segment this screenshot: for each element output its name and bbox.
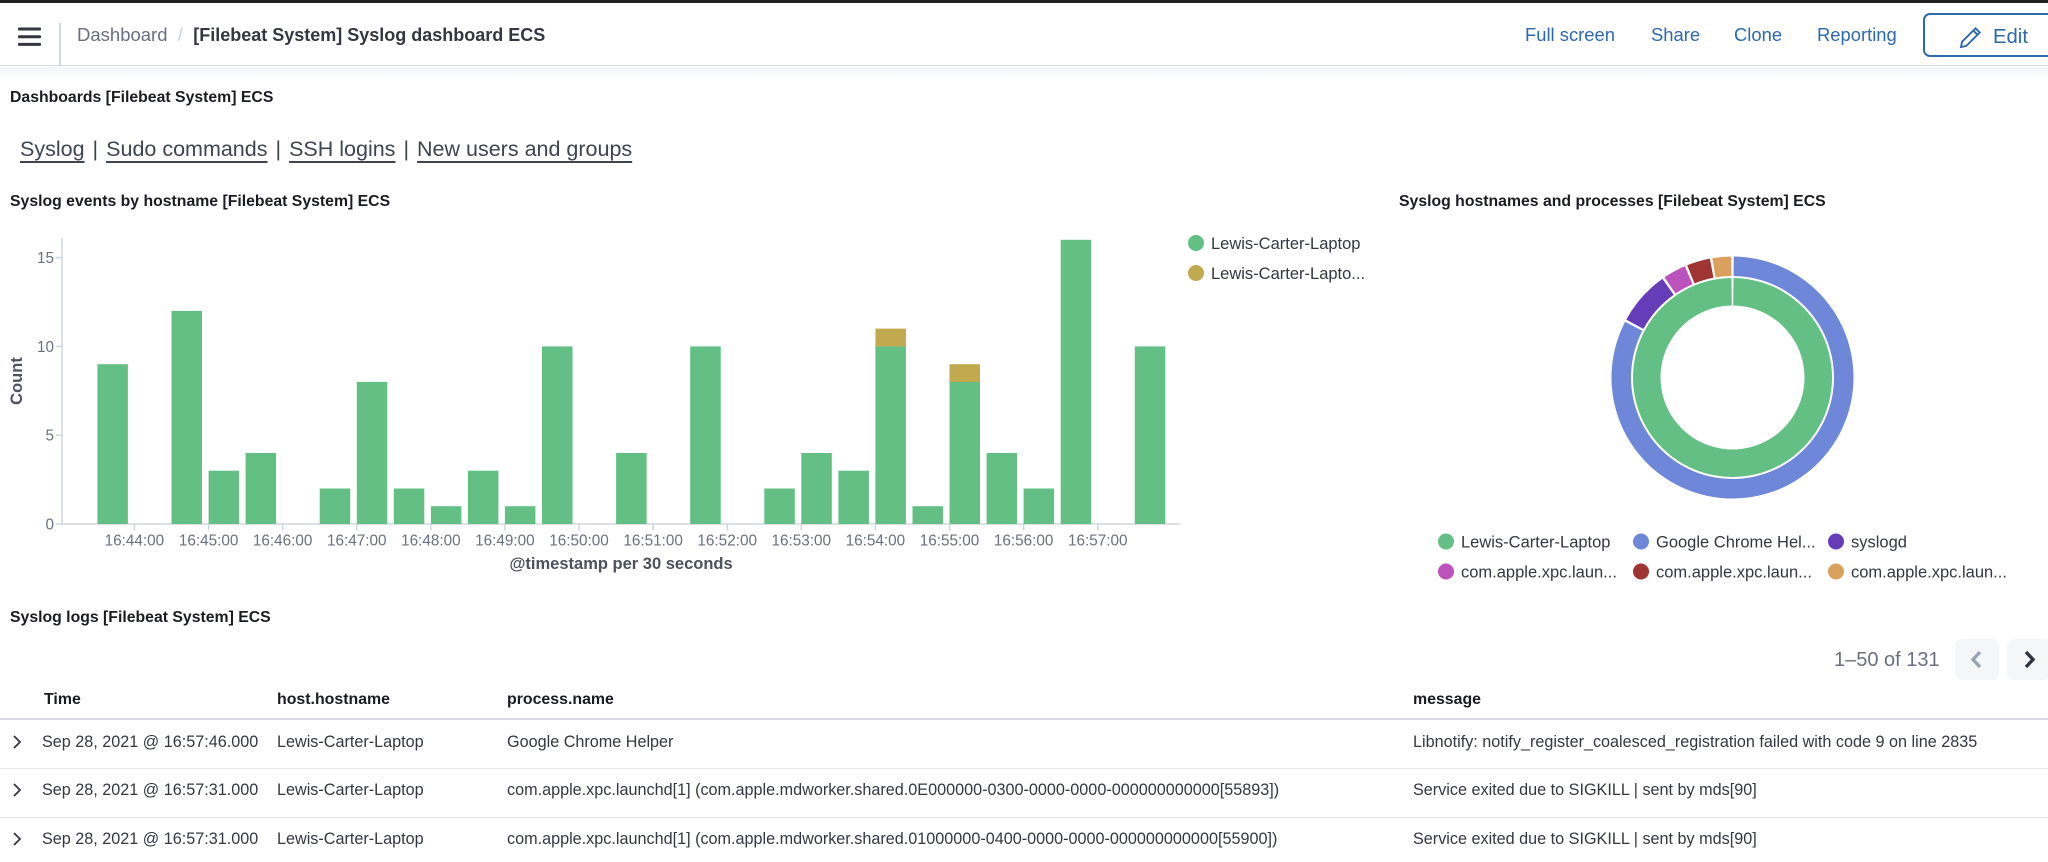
svg-text:Lewis-Carter-Lapto...: Lewis-Carter-Lapto... [1211,265,1365,283]
svg-text:16:47:00: 16:47:00 [327,533,387,550]
svg-text:16:52:00: 16:52:00 [697,533,757,550]
svg-text:syslogd: syslogd [1851,534,1907,552]
svg-text:16:46:00: 16:46:00 [253,533,313,550]
svg-text:com.apple.xpc.laun...: com.apple.xpc.laun... [1851,564,2007,582]
svg-text:Google Chrome Hel...: Google Chrome Hel... [1656,534,1816,552]
svg-text:16:45:00: 16:45:00 [179,533,239,550]
svg-text:16:49:00: 16:49:00 [475,533,535,550]
svg-text:15: 15 [37,250,54,267]
svg-text:16:51:00: 16:51:00 [623,533,683,550]
svg-text:16:54:00: 16:54:00 [846,533,906,550]
svg-text:10: 10 [37,339,54,356]
svg-text:16:50:00: 16:50:00 [549,533,609,550]
svg-text:16:48:00: 16:48:00 [401,533,461,550]
svg-text:@timestamp per 30 seconds: @timestamp per 30 seconds [509,555,732,573]
svg-text:Count: Count [8,357,26,405]
svg-text:Lewis-Carter-Laptop: Lewis-Carter-Laptop [1211,235,1360,253]
svg-text:5: 5 [45,428,54,445]
svg-text:com.apple.xpc.laun...: com.apple.xpc.laun... [1656,564,1812,582]
svg-text:com.apple.xpc.laun...: com.apple.xpc.laun... [1461,564,1617,582]
svg-text:16:55:00: 16:55:00 [920,533,980,550]
svg-text:0: 0 [45,517,54,534]
svg-text:16:56:00: 16:56:00 [994,533,1054,550]
svg-text:16:57:00: 16:57:00 [1068,533,1128,550]
svg-text:16:44:00: 16:44:00 [105,533,165,550]
svg-text:Lewis-Carter-Laptop: Lewis-Carter-Laptop [1461,534,1610,552]
svg-text:16:53:00: 16:53:00 [772,533,832,550]
